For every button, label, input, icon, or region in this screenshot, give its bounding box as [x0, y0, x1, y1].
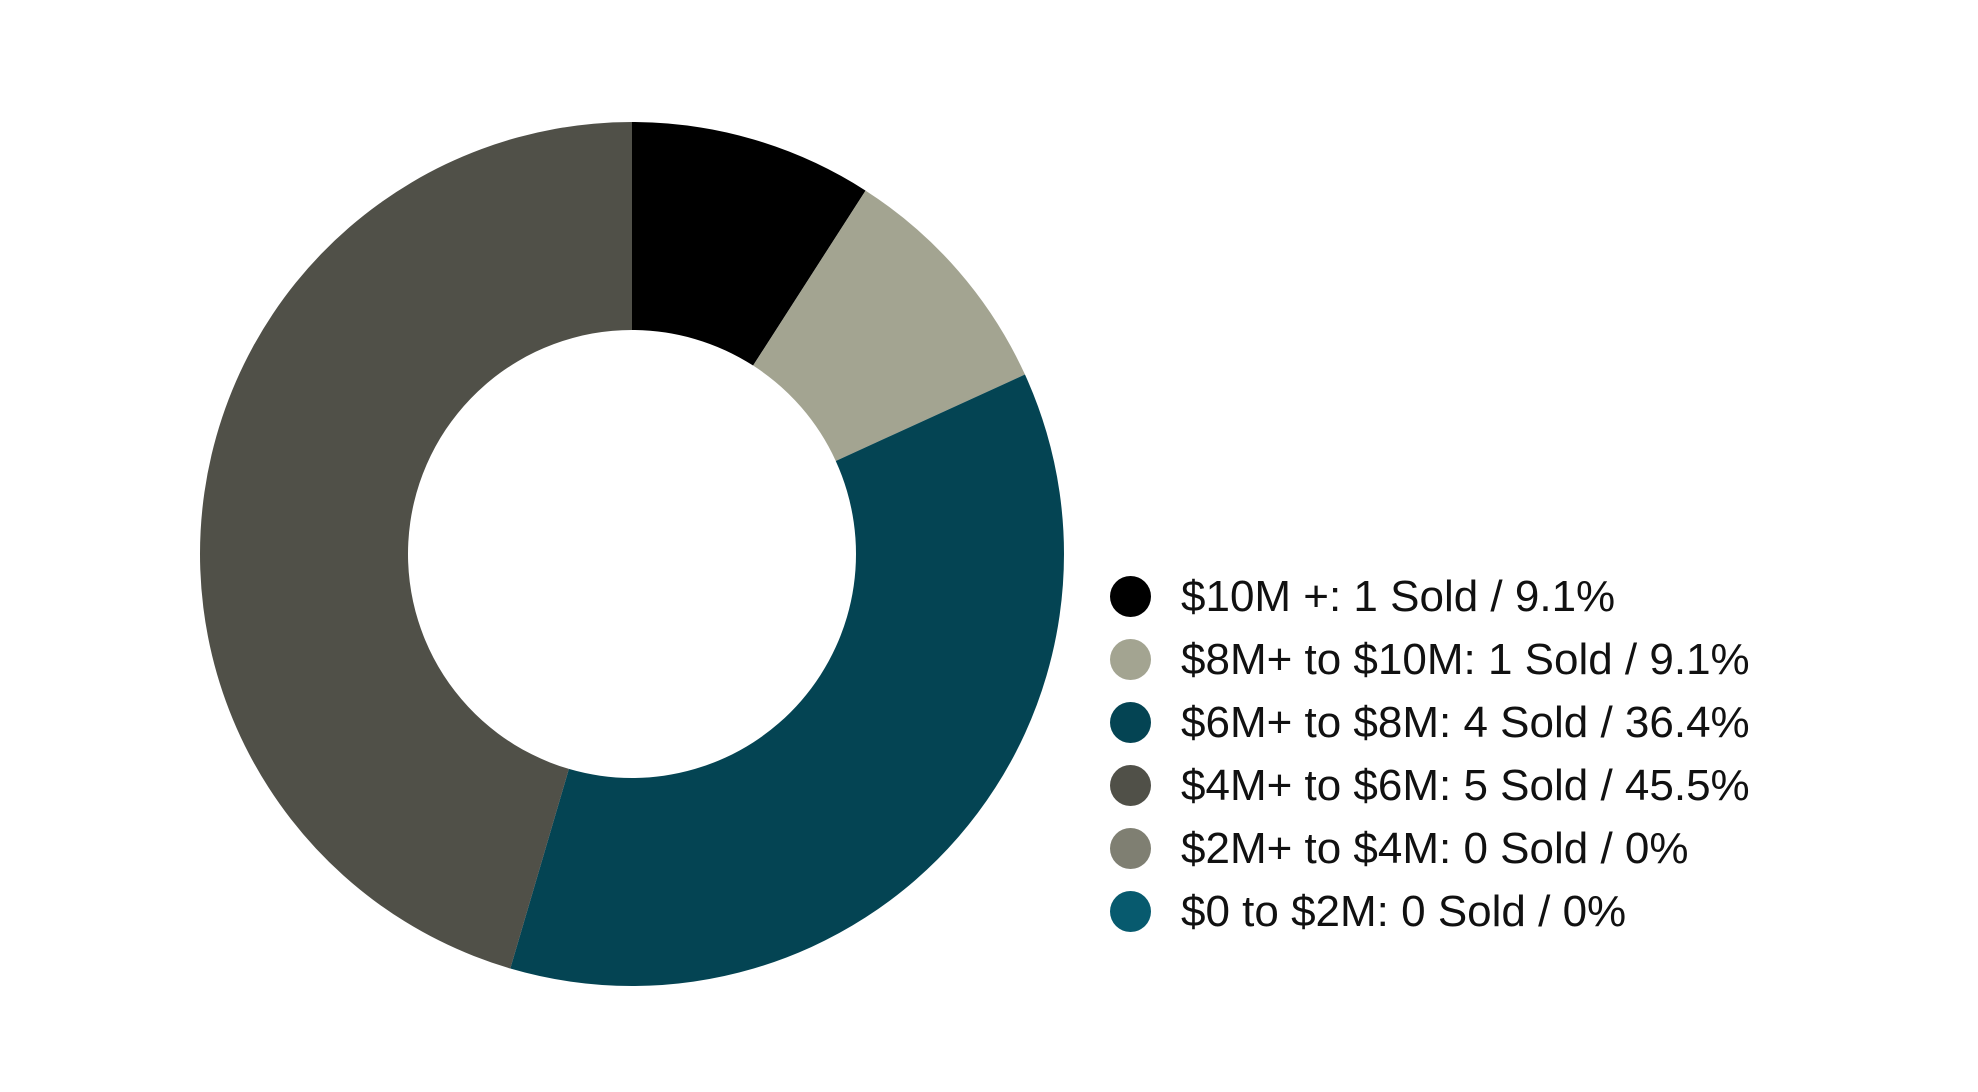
legend-swatch: [1110, 576, 1151, 617]
donut-slices: [199, 122, 1065, 986]
legend-swatch: [1110, 765, 1151, 806]
legend-item-2m-to-4m: $2M+ to $4M: 0 Sold / 0%: [1110, 817, 1750, 880]
legend-label: $4M+ to $6M: 5 Sold / 45.5%: [1181, 760, 1750, 810]
legend-item-6m-to-8m: $6M+ to $8M: 4 Sold / 36.4%: [1110, 691, 1750, 754]
legend-swatch: [1110, 828, 1151, 869]
legend-item-0-to-2m: $0 to $2M: 0 Sold / 0%: [1110, 880, 1750, 943]
donut-slice-3: [199, 122, 632, 969]
legend-label: $10M +: 1 Sold / 9.1%: [1181, 571, 1616, 621]
legend-label: $6M+ to $8M: 4 Sold / 36.4%: [1181, 697, 1750, 747]
donut-slice-2: [510, 374, 1065, 986]
legend-swatch: [1110, 639, 1151, 680]
legend-swatch: [1110, 891, 1151, 932]
legend-item-8m-to-10m: $8M+ to $10M: 1 Sold / 9.1%: [1110, 628, 1750, 691]
donut-slice-1: [753, 190, 1025, 461]
legend-label: $2M+ to $4M: 0 Sold / 0%: [1181, 823, 1689, 873]
legend-label: $0 to $2M: 0 Sold / 0%: [1181, 886, 1627, 936]
donut-slice-0: [632, 122, 866, 366]
legend-swatch: [1110, 702, 1151, 743]
legend-label: $8M+ to $10M: 1 Sold / 9.1%: [1181, 634, 1750, 684]
legend-item-10m-plus: $10M +: 1 Sold / 9.1%: [1110, 565, 1750, 628]
legend-item-4m-to-6m: $4M+ to $6M: 5 Sold / 45.5%: [1110, 754, 1750, 817]
legend: $10M +: 1 Sold / 9.1% $8M+ to $10M: 1 So…: [1110, 565, 1750, 943]
